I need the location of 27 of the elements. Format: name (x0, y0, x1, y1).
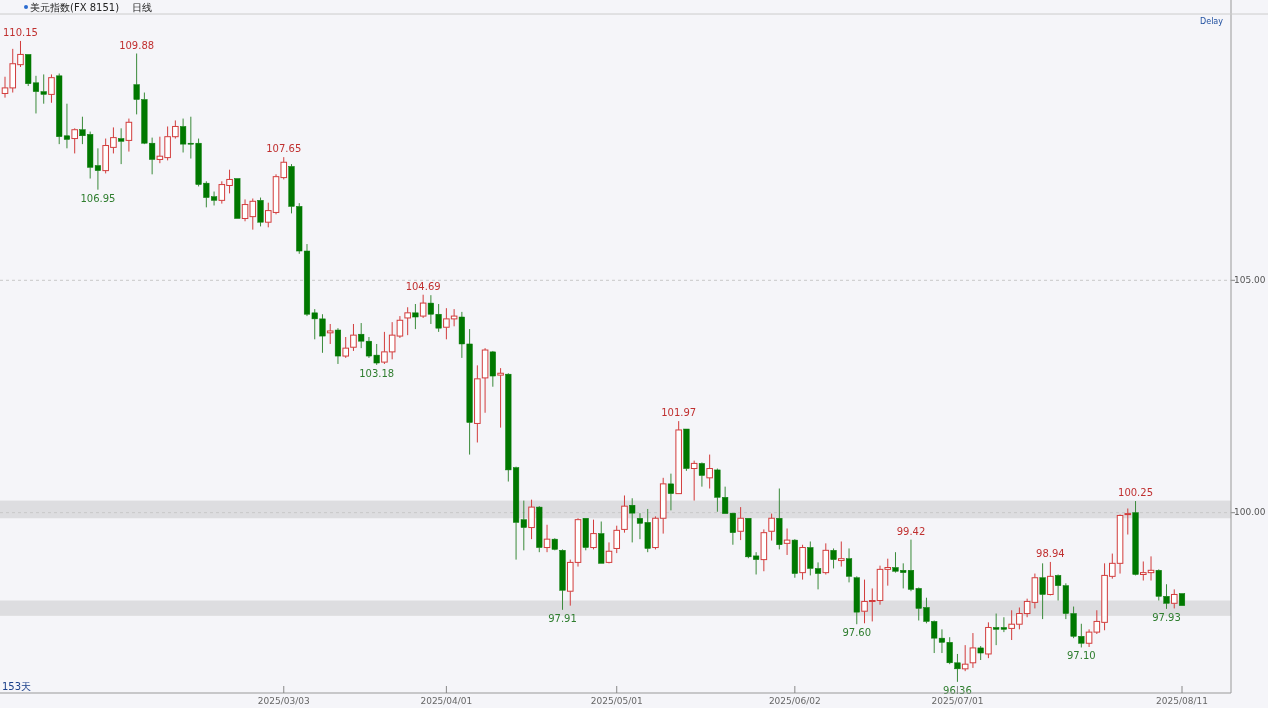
annotation: 103.18 (359, 367, 395, 379)
y-tick-label: 100.00 (1234, 507, 1266, 518)
x-tick-label: 2025/04/01 (420, 696, 473, 706)
annotation: 109.88 (119, 39, 155, 51)
annotation: 110.15 (2, 26, 38, 38)
annotation: 97.93 (1152, 611, 1181, 623)
text: Delay (1200, 17, 1224, 26)
annotation: 101.97 (661, 407, 697, 419)
annotation: 97.91 (548, 612, 577, 624)
annotation: 153天 (2, 681, 32, 692)
x-tick-label: 2025/05/01 (590, 696, 643, 706)
y-tick-label: 105.00 (1234, 274, 1266, 285)
x-tick-label: 2025/08/11 (1156, 696, 1208, 706)
annotation: 96.36 (943, 684, 972, 696)
chart-subtitle: 日线 (132, 2, 152, 13)
x-tick-label: 2025/06/02 (768, 696, 821, 706)
chart-title: 美元指数(FX 8151) (30, 2, 120, 13)
annotation: 97.10 (1067, 650, 1096, 662)
x-tick-label: 2025/07/01 (931, 696, 984, 706)
annotation: 99.42 (896, 525, 926, 537)
annotation: 107.65 (266, 143, 302, 155)
annotation: 100.25 (1118, 487, 1154, 499)
x-tick-label: 2025/03/03 (257, 696, 310, 706)
annotation: 104.69 (405, 280, 441, 292)
annotation: 97.60 (842, 627, 872, 639)
annotation: 98.94 (1036, 547, 1065, 559)
annotation: 106.95 (80, 192, 116, 204)
